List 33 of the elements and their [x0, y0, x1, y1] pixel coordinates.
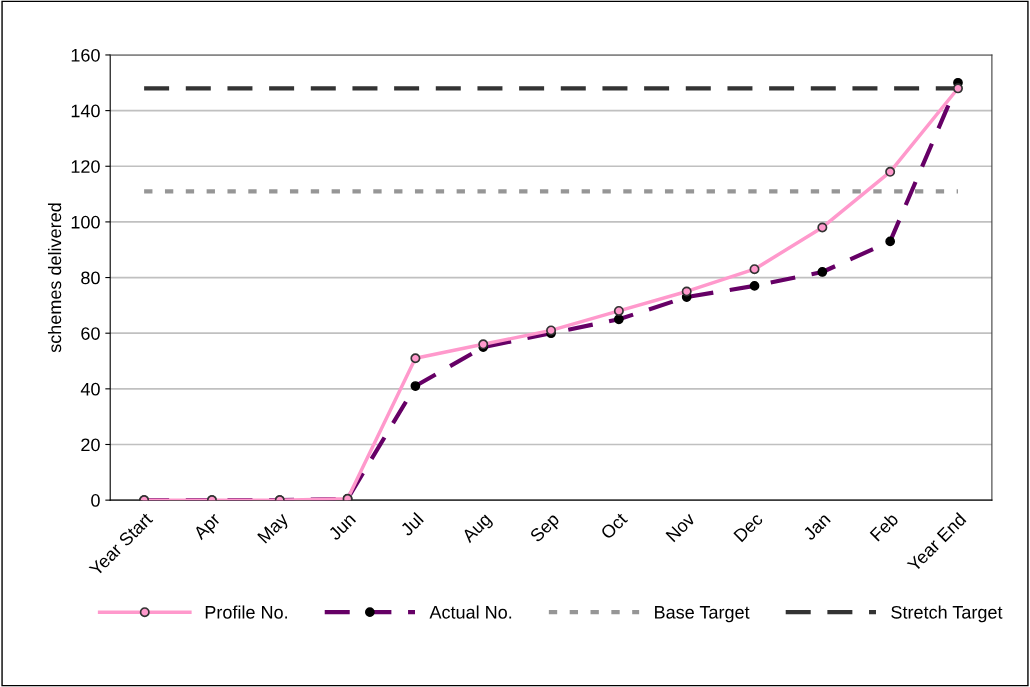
- x-tick-label: Jan: [802, 512, 831, 542]
- legend-label: Actual No.: [429, 605, 512, 619]
- x-tick-label: Dec: [733, 512, 764, 543]
- y-tick-label: 0: [91, 494, 100, 507]
- x-tick-label: Oct: [599, 511, 629, 540]
- x-tick-label: Aug: [461, 512, 495, 546]
- y-tick-label: 100: [71, 215, 100, 229]
- point: [749, 264, 760, 275]
- x-tick-label: Sep: [529, 512, 563, 546]
- y-tick-label: 140: [71, 104, 100, 118]
- point: [681, 286, 692, 297]
- x-tick-label: May: [257, 511, 292, 547]
- x-tick-label: Year End: [906, 512, 967, 573]
- y-axis-title: schemes delivered: [47, 203, 62, 353]
- point: [613, 305, 624, 316]
- point: [885, 166, 896, 177]
- y-tick-label: 80: [81, 271, 100, 285]
- x-tick-label: Jul: [399, 512, 424, 537]
- y-tick-label: 120: [71, 160, 100, 173]
- x-tick-label: Feb: [869, 511, 899, 542]
- legend-label: Stretch Target: [891, 605, 1003, 623]
- y-tick-label: 160: [71, 48, 100, 62]
- legend-label: Profile No.: [205, 605, 287, 619]
- point: [817, 222, 828, 233]
- y-tick-label: 40: [80, 382, 100, 396]
- x-tick-label: Nov: [665, 511, 697, 543]
- x-tick-label: Apr: [192, 511, 224, 543]
- y-tick-label: 60: [81, 327, 100, 340]
- y-tick-label: 20: [81, 438, 100, 452]
- point: [952, 83, 963, 94]
- legend-label: Base Target: [655, 606, 750, 623]
- point: [410, 353, 421, 364]
- x-tick-label: Jun: [327, 512, 357, 542]
